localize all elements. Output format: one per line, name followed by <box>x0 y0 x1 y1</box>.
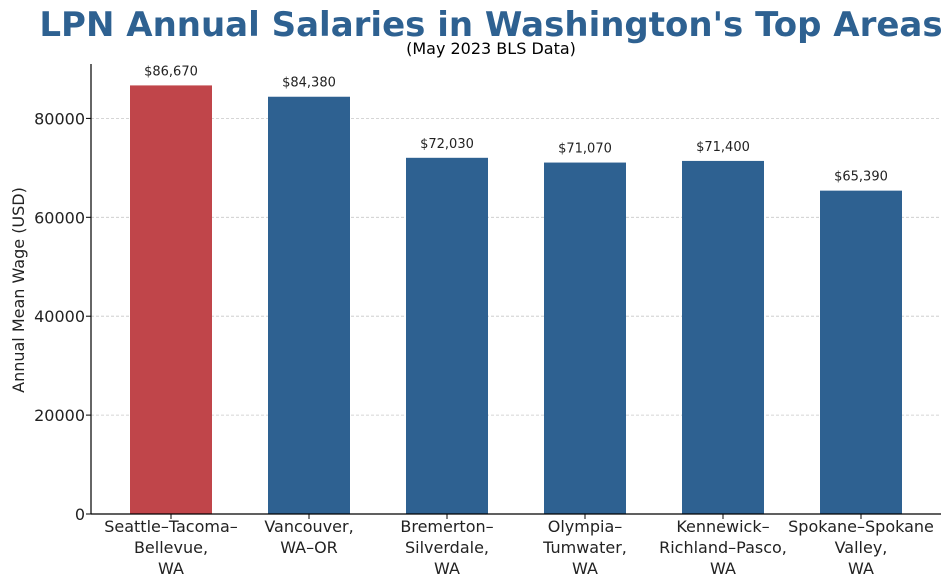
x-tick-label: Olympia– <box>548 517 623 536</box>
bar <box>682 160 764 514</box>
axes <box>90 64 941 515</box>
x-ticks: Seattle–Tacoma– Bellevue, WA Vancouver, WA–O… <box>104 514 934 578</box>
x-tick-label: Silverdale, <box>405 538 489 557</box>
x-tick-label: WA <box>848 559 874 578</box>
bar <box>406 157 488 515</box>
bar-value-label: $65,390 <box>834 170 888 185</box>
x-tick-label: Seattle–Tacoma– <box>104 517 238 536</box>
y-tick-label: 80000 <box>34 109 85 128</box>
x-tick-label: Bremerton– <box>400 517 493 536</box>
y-tick-label: 20000 <box>34 406 85 425</box>
y-axis-label: Annual Mean Wage (USD) <box>9 187 28 393</box>
x-tick-label: Valley, <box>835 538 888 557</box>
x-tick-label: WA <box>572 559 598 578</box>
bar-value-label: $84,380 <box>282 76 336 91</box>
bar <box>820 190 902 514</box>
bar <box>130 85 212 515</box>
chart-subtitle: (May 2023 BLS Data) <box>406 39 576 58</box>
x-tick-label: WA <box>434 559 460 578</box>
x-tick-label: Bellevue, <box>134 538 208 557</box>
bar-value-label: $72,030 <box>420 137 474 152</box>
y-tick-label: 60000 <box>34 208 85 227</box>
value-labels: $86,670 $84,380 $72,030 $71,070 $71,400 $65,3… <box>144 64 888 184</box>
chart-title: LPN Annual Salaries in Washington's Top … <box>39 5 942 45</box>
x-tick-label: Richland–Pasco, <box>659 538 787 557</box>
bar <box>544 162 626 515</box>
x-tick-label: Spokane–Spokane <box>788 517 934 536</box>
gridlines <box>91 117 941 416</box>
bar-value-label: $86,670 <box>144 64 198 79</box>
bars <box>130 85 902 515</box>
y-tick-label: 0 <box>75 505 85 524</box>
bar-value-label: $71,400 <box>696 140 750 155</box>
x-tick-label: Vancouver, <box>264 517 353 536</box>
x-tick-label: Tumwater, <box>542 538 627 557</box>
x-tick-label: WA <box>710 559 736 578</box>
x-tick-label: Kennewick– <box>676 517 769 536</box>
y-ticks: 0 20000 40000 60000 80000 <box>34 109 91 524</box>
x-tick-label: WA–OR <box>280 538 338 557</box>
bar <box>268 96 350 514</box>
y-tick-label: 40000 <box>34 307 85 326</box>
bar-value-label: $71,070 <box>558 142 612 157</box>
x-tick-label: WA <box>158 559 184 578</box>
